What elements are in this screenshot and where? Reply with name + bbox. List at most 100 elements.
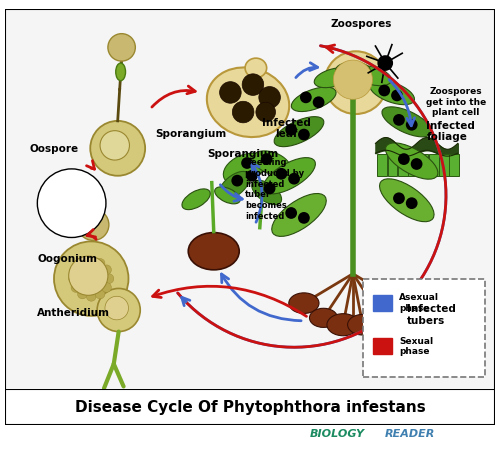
- Circle shape: [242, 74, 264, 95]
- Circle shape: [54, 241, 128, 316]
- Bar: [398, 154, 408, 176]
- Circle shape: [334, 60, 372, 99]
- Bar: [378, 154, 387, 176]
- FancyBboxPatch shape: [362, 279, 485, 377]
- Ellipse shape: [252, 180, 282, 205]
- Circle shape: [220, 81, 241, 103]
- Circle shape: [410, 158, 422, 170]
- Ellipse shape: [314, 68, 352, 88]
- Text: Sporangium: Sporangium: [208, 149, 279, 159]
- Text: BIOLOGY: BIOLOGY: [310, 429, 365, 439]
- Ellipse shape: [245, 58, 266, 78]
- Ellipse shape: [214, 187, 240, 204]
- Circle shape: [108, 34, 136, 61]
- Circle shape: [100, 130, 130, 160]
- Ellipse shape: [348, 315, 378, 335]
- Ellipse shape: [310, 308, 338, 328]
- Ellipse shape: [272, 194, 326, 236]
- Text: Sexual
phase: Sexual phase: [399, 337, 433, 356]
- Ellipse shape: [354, 66, 392, 86]
- Text: Antheridium: Antheridium: [38, 308, 111, 318]
- Ellipse shape: [292, 87, 336, 112]
- Ellipse shape: [336, 62, 370, 78]
- Circle shape: [261, 153, 272, 165]
- Bar: [439, 154, 449, 176]
- Ellipse shape: [182, 189, 210, 210]
- Circle shape: [406, 119, 417, 130]
- Circle shape: [378, 85, 390, 96]
- Ellipse shape: [368, 308, 396, 328]
- Circle shape: [38, 169, 106, 238]
- Circle shape: [276, 168, 287, 180]
- FancyBboxPatch shape: [5, 9, 495, 392]
- Ellipse shape: [207, 68, 289, 137]
- Circle shape: [46, 178, 97, 229]
- Circle shape: [68, 256, 108, 295]
- Ellipse shape: [370, 80, 414, 105]
- Circle shape: [264, 183, 276, 194]
- Text: Zoospores: Zoospores: [330, 19, 392, 29]
- Ellipse shape: [188, 233, 239, 270]
- Circle shape: [95, 289, 105, 299]
- Bar: [372, 295, 392, 311]
- Bar: [418, 154, 428, 176]
- Ellipse shape: [263, 158, 316, 194]
- Text: Oospore: Oospore: [30, 144, 78, 154]
- Circle shape: [71, 283, 81, 293]
- Circle shape: [86, 256, 96, 266]
- Ellipse shape: [389, 294, 415, 312]
- Ellipse shape: [380, 179, 434, 222]
- Circle shape: [97, 288, 140, 332]
- Ellipse shape: [253, 151, 290, 175]
- Text: Asexual
phase: Asexual phase: [399, 293, 439, 313]
- Ellipse shape: [116, 63, 126, 81]
- Circle shape: [78, 289, 88, 299]
- Circle shape: [378, 55, 393, 71]
- Ellipse shape: [386, 143, 438, 179]
- Circle shape: [62, 194, 82, 213]
- Circle shape: [246, 170, 258, 182]
- Circle shape: [104, 274, 114, 284]
- Circle shape: [232, 101, 254, 123]
- Bar: [388, 154, 398, 176]
- Circle shape: [393, 114, 405, 126]
- Circle shape: [241, 157, 253, 169]
- Circle shape: [86, 292, 96, 301]
- Circle shape: [300, 91, 312, 103]
- Text: Oogonium: Oogonium: [38, 254, 98, 264]
- Circle shape: [90, 121, 145, 176]
- Ellipse shape: [289, 293, 319, 314]
- Circle shape: [324, 51, 387, 114]
- Circle shape: [288, 173, 300, 184]
- Circle shape: [71, 265, 81, 275]
- Circle shape: [78, 209, 109, 240]
- Circle shape: [391, 90, 403, 101]
- Text: Infected
leaf: Infected leaf: [262, 118, 310, 140]
- Circle shape: [298, 212, 310, 224]
- Circle shape: [286, 207, 297, 219]
- Circle shape: [259, 86, 280, 108]
- Text: Seedling
produced by
infected
tuber
becomes
infected: Seedling produced by infected tuber beco…: [245, 158, 304, 221]
- Ellipse shape: [327, 314, 360, 336]
- Ellipse shape: [224, 153, 265, 184]
- Ellipse shape: [218, 171, 250, 200]
- Circle shape: [286, 124, 297, 135]
- Bar: [450, 154, 459, 176]
- Ellipse shape: [274, 117, 324, 147]
- Circle shape: [105, 296, 128, 320]
- Circle shape: [95, 258, 105, 268]
- Text: Disease Cycle Of Phytophthora infestans: Disease Cycle Of Phytophthora infestans: [74, 400, 426, 415]
- Circle shape: [78, 258, 88, 268]
- Circle shape: [54, 185, 90, 221]
- Circle shape: [102, 265, 112, 275]
- Circle shape: [398, 153, 409, 165]
- Ellipse shape: [382, 107, 432, 137]
- Text: READER: READER: [385, 429, 436, 439]
- Circle shape: [68, 274, 78, 284]
- Text: Sporangium: Sporangium: [155, 129, 226, 139]
- Circle shape: [102, 283, 112, 293]
- Text: Infected
tubers: Infected tubers: [407, 304, 456, 326]
- Circle shape: [232, 175, 243, 187]
- Bar: [429, 154, 438, 176]
- Circle shape: [312, 96, 324, 108]
